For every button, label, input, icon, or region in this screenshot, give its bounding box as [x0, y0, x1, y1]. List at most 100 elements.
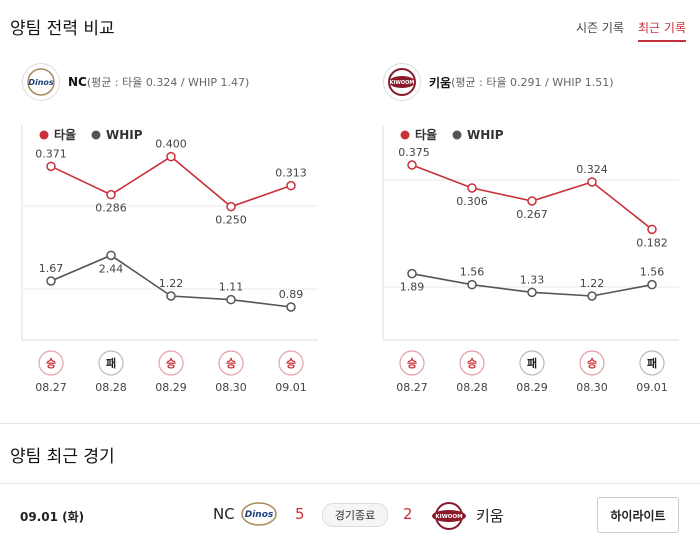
date-tick-label: 08.27 — [35, 381, 67, 394]
date-tick-label: 08.30 — [576, 381, 608, 394]
nc-mini-logo-icon: Dinos — [241, 502, 277, 526]
data-point-whip — [407, 268, 417, 279]
tab-recent-record[interactable]: 최근 기록 — [638, 19, 686, 42]
section-title-recent-games: 양팀 최근 경기 — [10, 447, 115, 467]
data-label: 1.11 — [219, 281, 244, 294]
data-point-whip — [587, 291, 597, 301]
legend-label-whip: WHIP — [106, 128, 143, 142]
result-label: 패 — [106, 356, 116, 370]
tab-season-record[interactable]: 시즌 기록 — [576, 21, 625, 35]
data-point-avg — [587, 177, 597, 187]
data-label: 0.371 — [35, 147, 67, 160]
svg-text:Dinos: Dinos — [245, 510, 274, 520]
date-tick-label: 08.27 — [396, 381, 428, 394]
game-date: 09.01 (화) — [20, 510, 85, 524]
legend-label-whip: WHIP — [467, 128, 504, 142]
data-label: 0.375 — [398, 146, 430, 159]
kiwoom-mini-logo-icon: KIWOOM — [432, 502, 466, 530]
nc-dinos-logo-icon: Dinos — [22, 63, 60, 101]
data-point-whip — [226, 294, 236, 305]
data-point-whip — [527, 287, 537, 298]
data-label: 0.182 — [636, 236, 668, 249]
result-label: 패 — [527, 356, 537, 370]
data-point-whip — [106, 250, 116, 261]
data-label: 0.400 — [155, 138, 187, 151]
svg-text:KIWOOM: KIWOOM — [435, 514, 462, 520]
result-badge — [278, 350, 304, 376]
data-label: 1.67 — [39, 262, 64, 275]
result-label: 승 — [166, 357, 176, 370]
kiwoom-logo-icon: KIWOOM — [383, 63, 421, 101]
series-line-avg — [50, 155, 292, 208]
data-label: 0.306 — [456, 195, 488, 208]
data-point-whip — [467, 279, 477, 290]
result-badge — [459, 350, 485, 376]
data-label: 0.267 — [516, 208, 548, 221]
result-badge — [639, 350, 665, 376]
data-point-whip — [166, 291, 176, 301]
comparison-charts: 타율 WHIP 0.371 0.286 0.400 0.250 0.313 1.67 2.44 1… — [21, 125, 679, 394]
data-point-avg — [407, 160, 417, 170]
legend-marker-avg — [39, 130, 49, 140]
data-label: 1.33 — [520, 273, 545, 286]
date-tick-label: 08.30 — [215, 381, 247, 394]
result-badge — [218, 350, 244, 376]
date-tick-label: 08.29 — [516, 381, 548, 394]
result-badge — [579, 350, 605, 376]
data-label: 0.250 — [215, 214, 247, 227]
result-label: 승 — [587, 357, 597, 370]
result-label: 승 — [46, 357, 56, 370]
legend-label-avg: 타율 — [415, 127, 437, 142]
game-home-score: 5 — [295, 505, 305, 523]
game-home-team: NC — [213, 505, 235, 523]
team-head-kiwoom: KIWOOM 키움 (평균 : 타율 0.291 / WHIP 1.51) — [383, 63, 614, 101]
data-label: 1.22 — [580, 277, 605, 290]
data-point-avg — [106, 189, 116, 200]
section-divider-2 — [0, 483, 700, 484]
date-tick-label: 08.28 — [456, 381, 488, 394]
result-label: 패 — [647, 356, 657, 370]
data-label: 1.56 — [460, 266, 485, 279]
data-point-avg — [46, 161, 56, 172]
game-away-score: 2 — [403, 505, 413, 523]
data-point-whip — [647, 279, 657, 290]
team-summary-kiwoom: (평균 : 타율 0.291 / WHIP 1.51) — [451, 76, 614, 89]
date-tick-label: 09.01 — [275, 381, 307, 394]
game-status-badge: 경기종료 — [322, 503, 388, 527]
data-point-whip — [46, 276, 56, 286]
date-tick-label: 08.28 — [95, 381, 127, 394]
result-label: 승 — [286, 357, 296, 370]
svg-text:Dinos: Dinos — [28, 78, 54, 87]
team-head-nc: Dinos NC (평균 : 타율 0.324 / WHIP 1.47) — [22, 63, 249, 101]
data-label: 0.286 — [95, 202, 127, 215]
section-title-comparison: 양팀 전력 비교 — [10, 19, 115, 39]
data-label: 1.56 — [640, 266, 665, 279]
section-divider — [0, 423, 700, 424]
data-point-avg — [527, 196, 537, 206]
team-summary-nc: (평균 : 타율 0.324 / WHIP 1.47) — [86, 76, 250, 89]
highlight-button[interactable]: 하이라이트 — [597, 497, 679, 533]
data-point-avg — [166, 151, 176, 162]
legend-label-avg: 타율 — [54, 127, 76, 142]
data-label: 1.22 — [159, 277, 184, 290]
data-label: 1.89 — [400, 281, 425, 294]
result-badge — [98, 350, 124, 376]
record-tabs: 시즌 기록 최근 기록 — [576, 19, 686, 42]
date-tick-label: 09.01 — [636, 381, 668, 394]
data-label: 2.44 — [99, 262, 124, 275]
data-label: 0.324 — [576, 163, 608, 176]
data-point-avg — [647, 224, 657, 235]
date-tick-label: 08.29 — [155, 381, 187, 394]
game-away-team: 키움 — [476, 507, 504, 525]
data-label: 0.313 — [275, 167, 307, 180]
team-name-nc: NC — [68, 75, 87, 89]
team-name-kiwoom: 키움 — [429, 75, 452, 90]
result-label: 승 — [226, 357, 236, 370]
data-point-avg — [226, 201, 236, 212]
legend-marker-whip — [91, 130, 101, 140]
legend-marker-whip — [452, 130, 462, 140]
data-point-avg — [467, 183, 477, 193]
recent-game-row: 09.01 (화) NC Dinos 5 경기종료 2 KIWOOM 키움 하이… — [0, 483, 700, 545]
result-badge — [519, 350, 545, 376]
svg-text:KIWOOM: KIWOOM — [390, 80, 415, 86]
